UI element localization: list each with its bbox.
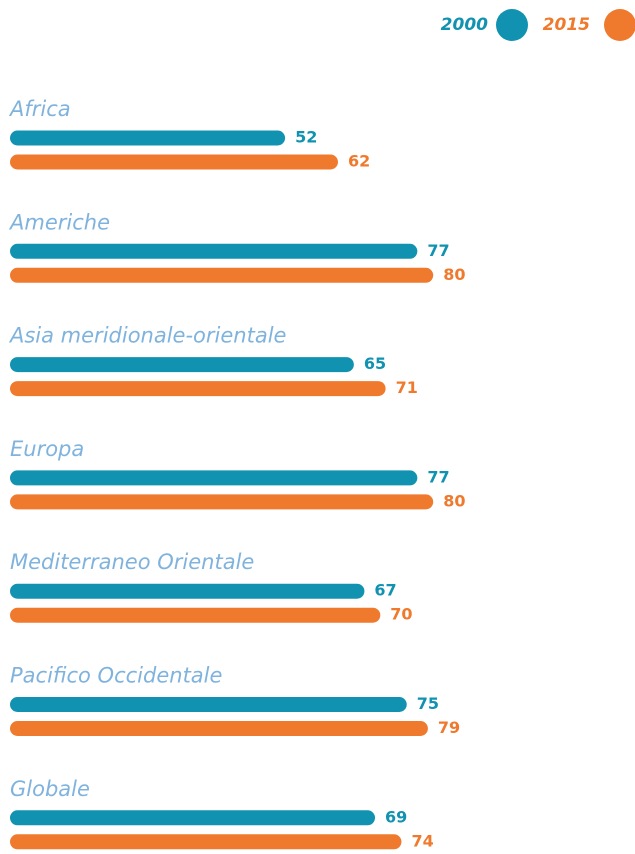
category-label: Asia meridionale-orientale — [8, 324, 286, 348]
value-label: 77 — [427, 467, 449, 486]
bar — [10, 154, 338, 170]
value-label: 69 — [385, 807, 407, 826]
legend-swatch — [604, 9, 635, 41]
category-label: Mediterraneo Orientale — [10, 550, 254, 574]
value-label: 67 — [374, 581, 396, 600]
bar — [10, 470, 418, 486]
bar — [10, 721, 428, 736]
bar — [10, 697, 407, 712]
value-label: 52 — [295, 128, 317, 147]
bar — [10, 494, 434, 510]
bar — [10, 243, 418, 259]
category-label: Globale — [10, 777, 90, 801]
value-label: 75 — [417, 694, 439, 713]
bar — [10, 357, 354, 373]
category-label: Europa — [10, 437, 84, 461]
legend-label: 2000 — [441, 15, 488, 35]
value-label: 79 — [438, 718, 460, 737]
legend-swatch — [496, 9, 528, 41]
value-label: 77 — [427, 241, 449, 260]
bar — [10, 607, 381, 623]
bar — [10, 810, 376, 826]
value-label: 70 — [390, 605, 412, 624]
bar — [10, 267, 434, 283]
category-label: Africa — [8, 97, 71, 121]
value-label: 62 — [348, 152, 370, 171]
bar — [10, 583, 365, 599]
value-label: 65 — [364, 354, 386, 373]
legend-label: 2015 — [543, 15, 590, 35]
value-label: 71 — [396, 378, 418, 397]
value-label: 80 — [443, 265, 465, 284]
value-label: 74 — [411, 831, 433, 850]
category-label: Pacifico Occidentale — [10, 664, 222, 688]
bar — [10, 130, 286, 146]
bar — [10, 834, 402, 850]
category-label: Americhe — [8, 210, 110, 234]
value-label: 80 — [443, 491, 465, 510]
bar — [10, 381, 386, 397]
